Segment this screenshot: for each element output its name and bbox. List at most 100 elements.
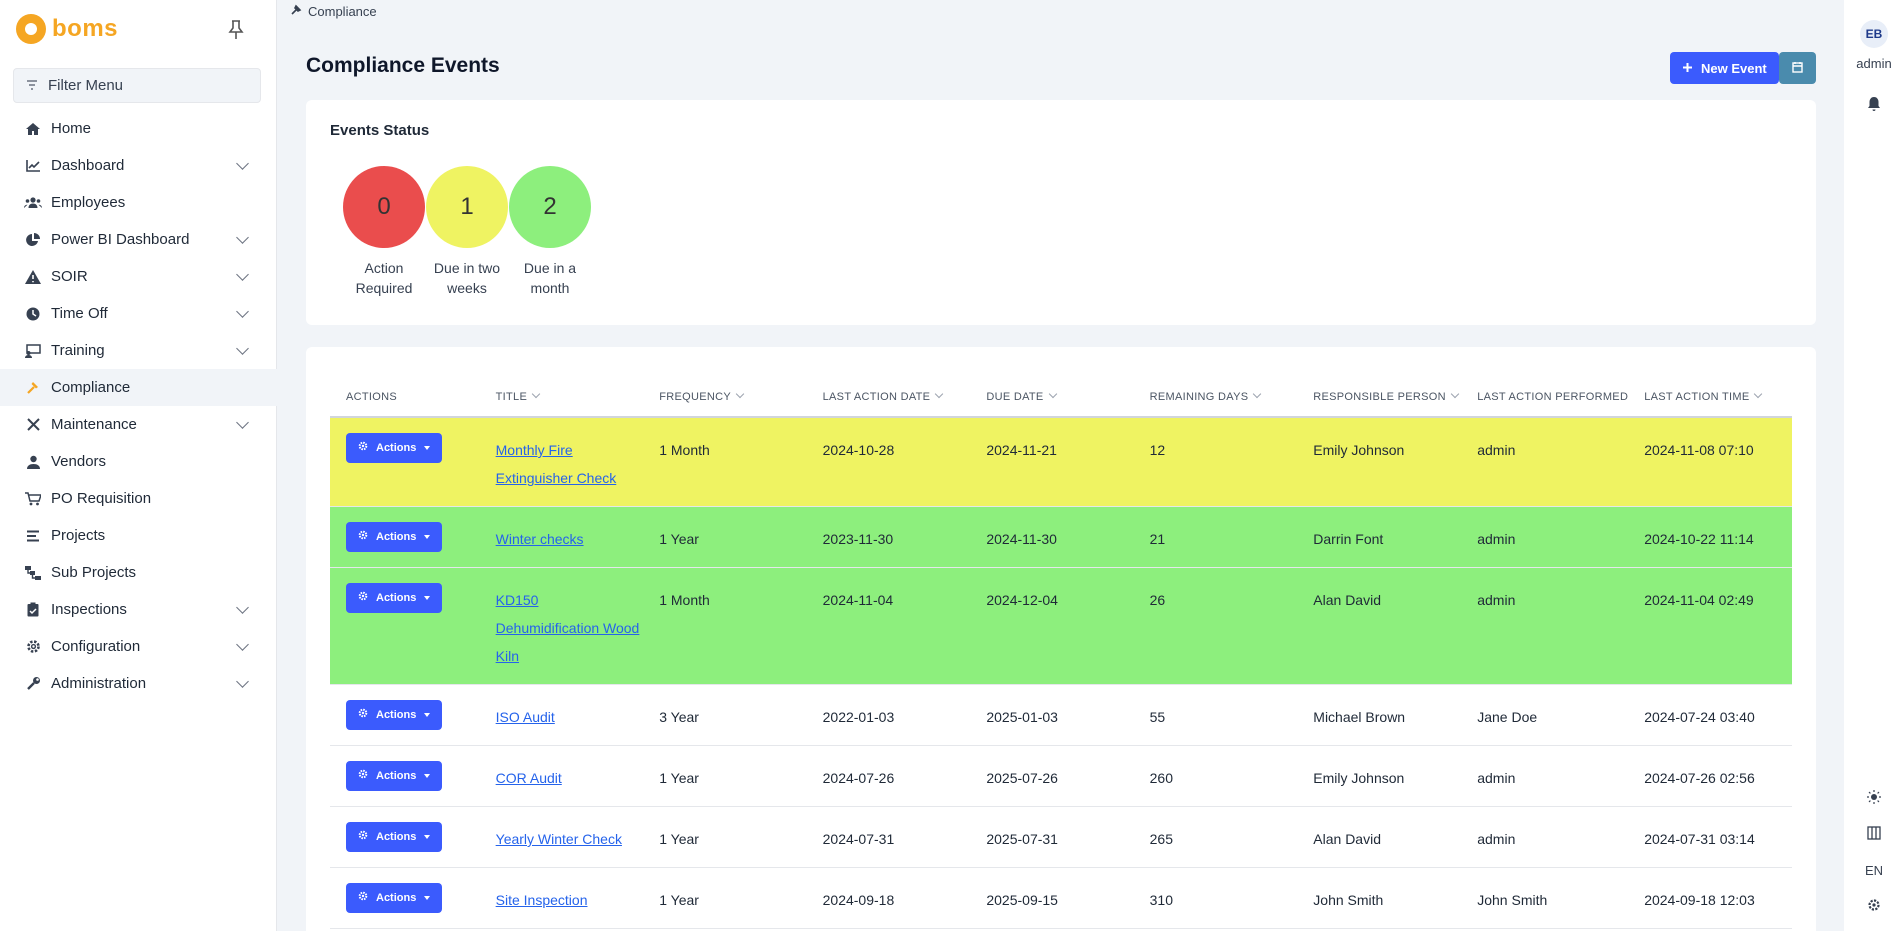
cart-icon (24, 490, 42, 508)
sidebar-item-inspections[interactable]: Inspections (0, 591, 277, 628)
event-title-link[interactable]: COR Audit (495, 770, 562, 786)
status-indicator[interactable]: 1 Due in two weeks (417, 166, 517, 298)
chevron-down-icon[interactable] (236, 416, 249, 429)
column-header-label: DUE DATE (986, 390, 1044, 403)
actions-dropdown-button[interactable]: Actions (346, 883, 443, 913)
brand-logo[interactable]: boms (16, 14, 118, 44)
warning-icon (24, 268, 42, 286)
plus-icon (1682, 61, 1693, 76)
cog-icon (358, 761, 368, 791)
event-title-link[interactable]: ISO Audit (495, 709, 555, 725)
last-action-date-cell: 2024-11-04 (806, 567, 971, 685)
status-label-line: Due in two (433, 260, 501, 276)
new-event-button[interactable]: New Event (1670, 52, 1779, 84)
caret-down-icon (424, 596, 431, 600)
remaining-days-cell: 55 (1133, 684, 1298, 746)
filter-menu-input[interactable]: Filter Menu (13, 68, 261, 103)
event-title-link[interactable]: Site Inspection (495, 892, 588, 908)
calendar-button[interactable] (1779, 52, 1816, 84)
sidebar-item-time-off[interactable]: Time Off (0, 295, 277, 332)
responsible-cell: John Smith (1297, 867, 1462, 929)
status-count: 0 (343, 166, 425, 248)
actions-label: Actions (376, 831, 417, 843)
actions-dropdown-button[interactable]: Actions (346, 700, 443, 730)
page-title: Compliance Events (306, 54, 500, 77)
actions-dropdown-button[interactable]: Actions (346, 761, 443, 791)
column-header-title[interactable]: TITLE (479, 377, 644, 418)
sidebar-item-compliance[interactable]: Compliance (0, 369, 277, 406)
user-icon (24, 453, 42, 471)
columns-icon[interactable] (1844, 826, 1904, 844)
sort-chevron-icon[interactable] (1450, 389, 1460, 398)
sidebar-item-administration[interactable]: Administration (0, 665, 277, 702)
actions-dropdown-button[interactable]: Actions (346, 433, 443, 463)
event-title-link[interactable]: Winter checks (495, 531, 584, 547)
column-header-label: TITLE (495, 390, 528, 403)
table-row: Actions Monthly Fire Extinguisher Check 1 … (330, 417, 1792, 507)
sidebar-item-label: Inspections (51, 601, 127, 618)
sidebar-item-training[interactable]: Training (0, 332, 277, 369)
sort-chevron-icon[interactable] (735, 389, 745, 398)
sidebar-item-sub-projects[interactable]: Sub Projects (0, 554, 277, 591)
chevron-down-icon[interactable] (236, 157, 249, 170)
pin-icon[interactable] (228, 20, 244, 45)
avatar[interactable]: EB (1860, 20, 1888, 48)
sidebar-item-maintenance[interactable]: Maintenance (0, 406, 277, 443)
sidebar-item-label: Compliance (51, 379, 131, 396)
column-header-label: LAST ACTION PERFORMED (1477, 390, 1629, 403)
event-title-link[interactable]: KD150 Dehumidification Wood Kiln (495, 592, 640, 664)
sidebar-item-label: Training (51, 342, 105, 359)
sidebar-item-label: Maintenance (51, 416, 137, 433)
sidebar-item-label: PO Requisition (51, 490, 152, 507)
event-title-link[interactable]: Monthly Fire Extinguisher Check (495, 442, 617, 486)
settings-gear-icon[interactable] (1844, 898, 1904, 916)
users-icon (24, 194, 42, 212)
chevron-down-icon[interactable] (236, 305, 249, 318)
sidebar-item-vendors[interactable]: Vendors (0, 443, 277, 480)
caret-down-icon (424, 835, 431, 839)
bell-icon[interactable] (1844, 96, 1904, 116)
theme-sun-icon[interactable] (1844, 790, 1904, 808)
chevron-down-icon[interactable] (236, 342, 249, 355)
column-header-remaining-days[interactable]: REMAINING DAYS (1133, 377, 1298, 418)
chevron-down-icon[interactable] (236, 601, 249, 614)
actions-label: Actions (376, 592, 417, 604)
status-indicator[interactable]: 0 Action Required (334, 166, 434, 298)
actions-dropdown-button[interactable]: Actions (346, 522, 443, 552)
user-name[interactable]: admin (1856, 56, 1892, 71)
sidebar-item-projects[interactable]: Projects (0, 517, 277, 554)
column-header-due-date[interactable]: DUE DATE (970, 377, 1134, 418)
sidebar-item-home[interactable]: Home (0, 110, 277, 147)
column-header-responsible-person[interactable]: RESPONSIBLE PERSON (1297, 377, 1462, 418)
column-header-actions: ACTIONS (330, 377, 480, 418)
chevron-down-icon[interactable] (236, 268, 249, 281)
sort-chevron-icon[interactable] (1754, 389, 1763, 398)
sort-chevron-icon[interactable] (935, 389, 944, 398)
breadcrumb-compliance[interactable]: Compliance (308, 4, 377, 19)
sort-chevron-icon[interactable] (531, 389, 541, 398)
language-selector[interactable]: EN (1864, 863, 1884, 878)
column-header-last-action-time[interactable]: LAST ACTION TIME (1628, 377, 1792, 418)
column-header-label: RESPONSIBLE PERSON (1313, 390, 1446, 403)
sort-chevron-icon[interactable] (1253, 389, 1262, 398)
remaining-days-cell: 12 (1133, 417, 1298, 507)
sidebar-item-power-bi-dashboard[interactable]: Power BI Dashboard (0, 221, 277, 258)
event-title-link[interactable]: Yearly Winter Check (495, 831, 622, 847)
column-header-last-action-date[interactable]: LAST ACTION DATE (806, 377, 971, 418)
actions-dropdown-button[interactable]: Actions (346, 822, 443, 852)
sort-chevron-icon[interactable] (1048, 389, 1057, 398)
sidebar-item-employees[interactable]: Employees (0, 184, 277, 221)
table-row: Actions COR Audit 1 Year 2024-07-26 2025-07-… (330, 745, 1792, 807)
chevron-down-icon[interactable] (236, 638, 249, 651)
column-header-frequency[interactable]: FREQUENCY (643, 377, 807, 418)
performed-by-cell: admin (1461, 506, 1629, 568)
sidebar-item-configuration[interactable]: Configuration (0, 628, 277, 665)
tools-icon (24, 416, 42, 434)
chevron-down-icon[interactable] (236, 675, 249, 688)
actions-dropdown-button[interactable]: Actions (346, 583, 443, 613)
sidebar-item-soir[interactable]: SOIR (0, 258, 277, 295)
sidebar-item-dashboard[interactable]: Dashboard (0, 147, 277, 184)
chevron-down-icon[interactable] (236, 231, 249, 244)
sidebar-item-po-requisition[interactable]: PO Requisition (0, 480, 277, 517)
status-indicator[interactable]: 2 Due in a month (500, 166, 600, 298)
